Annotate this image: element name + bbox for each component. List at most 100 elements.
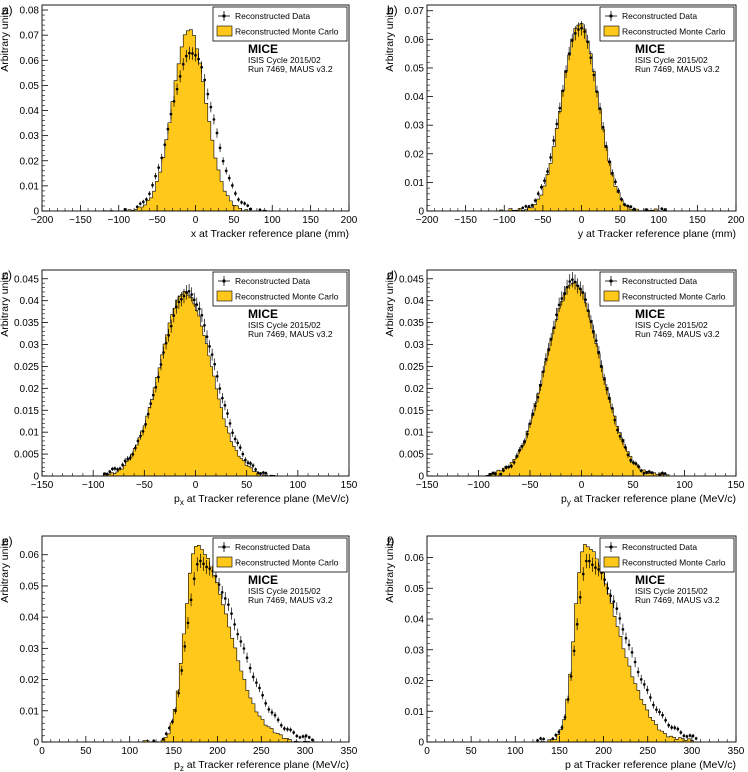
data-point-f bbox=[652, 703, 655, 707]
data-point-f bbox=[597, 568, 600, 571]
data-point-f bbox=[557, 730, 561, 734]
legend-box bbox=[599, 537, 735, 573]
y-tick-label-f: 0.02 bbox=[405, 676, 425, 687]
data-point-b bbox=[586, 40, 590, 44]
data-point-f bbox=[667, 723, 671, 727]
data-point-c bbox=[154, 385, 158, 389]
legend-mc-label: Reconstructed Monte Carlo bbox=[622, 558, 726, 568]
data-point-a bbox=[227, 176, 231, 180]
data-point-f bbox=[694, 737, 698, 740]
data-point-a bbox=[157, 166, 161, 170]
y-tick-label-c: 0.015 bbox=[14, 406, 39, 417]
data-point-f bbox=[609, 594, 613, 598]
data-point-a bbox=[218, 146, 222, 150]
x-tick-label-d: 50 bbox=[627, 480, 639, 491]
data-point-d bbox=[661, 471, 664, 475]
y-tick-label-b: 0.05 bbox=[405, 63, 425, 74]
plot-frame-f bbox=[426, 535, 737, 743]
x-tick-label-b: −150 bbox=[454, 215, 477, 226]
data-point-e bbox=[255, 681, 258, 685]
y-tick-label-e: 0.02 bbox=[20, 675, 40, 686]
x-tick-label-e: 100 bbox=[121, 746, 138, 757]
data-point-d bbox=[592, 330, 595, 333]
data-point-d bbox=[616, 428, 619, 432]
x-axis-label-c: px at Tracker reference plane (MeV/c) bbox=[174, 493, 349, 507]
y-tick-label-e: 0.03 bbox=[20, 644, 40, 655]
data-point-c bbox=[113, 467, 117, 470]
data-point-d bbox=[650, 471, 654, 475]
data-point-b bbox=[530, 203, 534, 207]
x-axis-label-subscript: z bbox=[180, 764, 184, 772]
data-point-d bbox=[531, 412, 534, 416]
data-point-e bbox=[239, 640, 243, 643]
x-tick-label-b: 200 bbox=[728, 215, 745, 226]
data-point-b bbox=[598, 107, 602, 110]
data-point-e bbox=[258, 686, 261, 690]
y-tick-label-c: 0.035 bbox=[14, 318, 39, 329]
data-point-f bbox=[685, 735, 689, 738]
data-point-b bbox=[620, 198, 624, 201]
data-point-c bbox=[238, 446, 242, 449]
data-point-b bbox=[561, 89, 565, 93]
data-point-c bbox=[195, 303, 199, 306]
data-point-e bbox=[307, 736, 311, 739]
data-point-e bbox=[267, 707, 271, 711]
data-point-d bbox=[533, 404, 537, 408]
data-point-a bbox=[194, 53, 197, 57]
data-point-d bbox=[626, 453, 630, 457]
data-point-c bbox=[177, 300, 181, 304]
data-point-d bbox=[510, 464, 513, 468]
data-point-f bbox=[639, 678, 643, 681]
data-point-d bbox=[586, 309, 590, 312]
data-point-c bbox=[162, 351, 165, 354]
data-point-d bbox=[597, 350, 601, 354]
data-point-b bbox=[583, 30, 586, 33]
data-point-f bbox=[679, 731, 683, 734]
data-point-e bbox=[171, 720, 174, 723]
data-point-c bbox=[200, 313, 204, 317]
data-point-d bbox=[613, 418, 617, 422]
x-axis-label-d: py at Tracker reference plane (MeV/c) bbox=[561, 493, 736, 507]
data-point-e bbox=[283, 727, 286, 730]
data-point-d bbox=[568, 280, 572, 283]
data-point-d bbox=[610, 407, 614, 410]
panel-b: −200 −150 −100 −50 0 50 100 150 200 0 0.01 0.02 0.03… bbox=[384, 3, 745, 240]
legend-e: Reconstructed Data Reconstructed Monte Ca… bbox=[212, 537, 348, 573]
data-point-d bbox=[563, 292, 566, 295]
data-point-e bbox=[248, 666, 252, 670]
data-point-f bbox=[673, 726, 677, 730]
data-point-f bbox=[636, 670, 640, 674]
data-point-a bbox=[166, 127, 170, 131]
data-point-e bbox=[292, 731, 296, 734]
data-point-f bbox=[539, 737, 542, 740]
data-point-b bbox=[567, 52, 571, 55]
y-tick-label-d: 0.005 bbox=[399, 450, 424, 461]
y-tick-label-a: 0.02 bbox=[20, 156, 40, 167]
y-tick-label-f: 0.06 bbox=[405, 553, 425, 564]
x-tick-label-e: 150 bbox=[165, 746, 182, 757]
data-point-a bbox=[163, 143, 167, 147]
y-axis-label-f: Arbitrary units bbox=[384, 538, 396, 603]
legend-mc-swatch bbox=[603, 25, 620, 37]
data-point-c bbox=[174, 305, 178, 309]
data-point-a bbox=[209, 105, 213, 109]
x-tick-label-c: −150 bbox=[31, 480, 54, 491]
y-tick-label-a: 0.04 bbox=[20, 106, 40, 117]
data-point-d bbox=[488, 473, 492, 476]
data-point-a bbox=[145, 198, 148, 201]
data-point-c bbox=[187, 289, 191, 293]
panel-label-f: f) bbox=[387, 534, 394, 548]
data-point-d bbox=[507, 465, 511, 469]
data-point-b bbox=[632, 207, 636, 211]
data-point-c bbox=[246, 461, 250, 465]
data-point-e bbox=[186, 621, 190, 625]
y-tick-label-b: 0.04 bbox=[405, 92, 425, 103]
x-tick-label-d: −150 bbox=[416, 480, 439, 491]
data-point-c bbox=[228, 422, 232, 425]
data-point-c bbox=[261, 471, 265, 474]
legend-data-marker bbox=[609, 545, 613, 549]
data-point-e bbox=[164, 732, 168, 736]
data-point-d bbox=[520, 445, 524, 448]
y-tick-label-b: 0 bbox=[418, 207, 424, 218]
data-point-f bbox=[560, 726, 564, 729]
